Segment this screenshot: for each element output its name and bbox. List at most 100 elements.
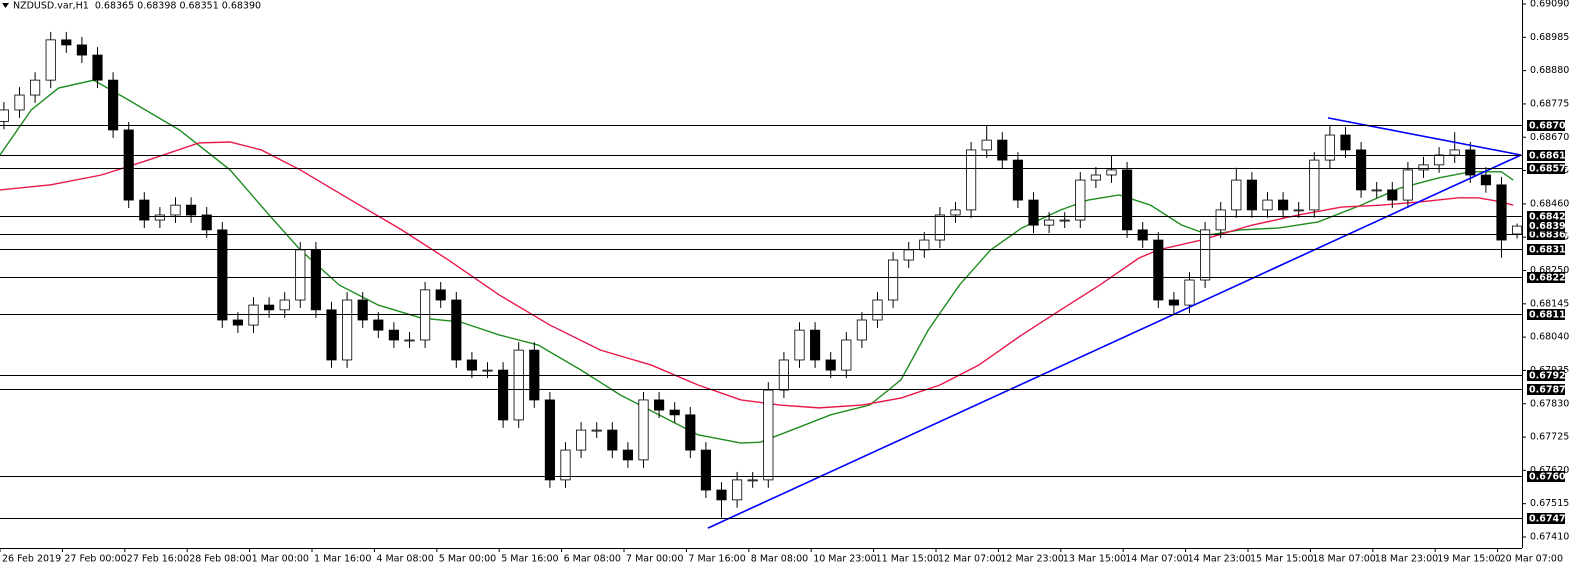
moving-average [0,79,1514,444]
candle-body [1480,174,1491,186]
x-tick-label: 4 Mar 08:00 [376,554,433,565]
level-label-box [1527,471,1565,482]
candle-body [1387,189,1398,201]
candle-body [903,249,914,261]
candle-body [154,214,165,221]
candle-body [482,369,493,372]
x-tick-label: 13 Mar 15:00 [1063,554,1126,565]
candle-body [560,449,571,481]
candle-body [45,39,56,81]
x-tick-label: 26 Feb 2019 [2,554,61,565]
candle-body [1075,179,1086,221]
bid-label: 0.68390 [1529,221,1573,232]
candle-body [1371,189,1382,192]
candle-body [1122,169,1133,231]
y-tick-label: 0.67515 [1530,498,1569,509]
candle-body [1418,164,1429,171]
level-label-box [1527,229,1565,240]
level-label: 0.67471 [1529,514,1572,525]
level-label: 0.68574 [1529,164,1573,175]
candle-body [248,304,259,326]
x-tick-label: 15 Mar 15:00 [1250,554,1313,565]
candle-body [1449,149,1460,156]
candle-body [342,299,353,361]
candle-body [1512,225,1523,235]
trendline [1327,117,1522,156]
candle-body [0,109,9,122]
candle-body [279,299,290,311]
y-tick-label: 0.68040 [1530,332,1569,343]
candle-body [170,204,181,216]
candle-body [1059,219,1070,222]
candle-body [1496,184,1507,241]
level-label-box [1527,370,1565,381]
candle-body [232,319,243,326]
candle-body [1028,199,1039,226]
y-tick-label: 0.68460 [1530,198,1569,209]
candle-body [61,39,72,46]
candle-body [1356,149,1367,191]
x-tick-label: 6 Mar 08:00 [564,554,621,565]
x-tick-label: 5 Mar 16:00 [501,554,558,565]
candle-body [794,329,805,361]
candle-body [716,489,727,501]
candle-body [451,299,462,361]
candle-body [1402,169,1413,201]
collapse-icon[interactable] [2,3,9,8]
moving-average [0,141,1514,409]
level-label: 0.68228 [1529,273,1573,284]
candle-body [14,94,25,111]
candle-body [1309,159,1320,211]
level-label: 0.67603 [1529,472,1572,483]
level-label: 0.67921 [1529,371,1572,382]
bid-label-box [1527,220,1565,232]
candle-body [1465,149,1476,176]
level-label-box [1527,120,1565,131]
level-label-box [1527,244,1565,255]
candle-body [1262,199,1273,211]
candle-body [747,479,758,482]
candle-body [1293,209,1304,212]
x-tick-label: 10 Mar 23:00 [813,554,876,565]
candle-body [186,204,197,216]
candle-body [607,429,618,451]
level-label-box [1527,309,1565,320]
x-tick-label: 20 Mar 07:00 [1500,554,1563,565]
candle-body [217,229,228,321]
candle-body [1090,174,1101,181]
candle-body [825,359,836,371]
x-tick-label: 12 Mar 07:00 [938,554,1001,565]
y-tick-label: 0.67620 [1530,465,1569,476]
y-tick-label: 0.68670 [1530,132,1569,143]
y-tick-label: 0.68880 [1530,65,1569,76]
candle-body [466,359,477,371]
candle-body [1044,219,1055,226]
level-label: 0.68318 [1529,245,1573,256]
candle-body [1278,199,1289,211]
level-label-box [1527,150,1565,161]
candle-body [888,259,899,301]
candle-body [544,399,555,481]
candle-body [388,329,399,341]
x-tick-label: 27 Feb 16:00 [127,554,189,565]
x-tick-label: 18 Mar 23:00 [1375,554,1438,565]
y-tick-label: 0.67410 [1530,532,1569,543]
candle-body [326,309,337,361]
x-tick-label: 14 Mar 23:00 [1188,554,1251,565]
x-tick-label: 1 Mar 16:00 [314,554,371,565]
y-tick-label: 0.67830 [1530,398,1569,409]
candle-body [638,399,649,461]
level-label-box [1527,272,1565,283]
candle-body [435,289,446,301]
candle-body [872,299,883,321]
level-label: 0.68423 [1529,212,1572,223]
candle-body [981,139,992,151]
level-label: 0.68709 [1529,121,1572,132]
candle-body [622,449,633,461]
x-tick-label: 12 Mar 23:00 [1000,554,1063,565]
candle-body [498,369,509,421]
y-tick-label: 0.68775 [1530,98,1569,109]
x-tick-label: 11 Mar 15:00 [876,554,939,565]
